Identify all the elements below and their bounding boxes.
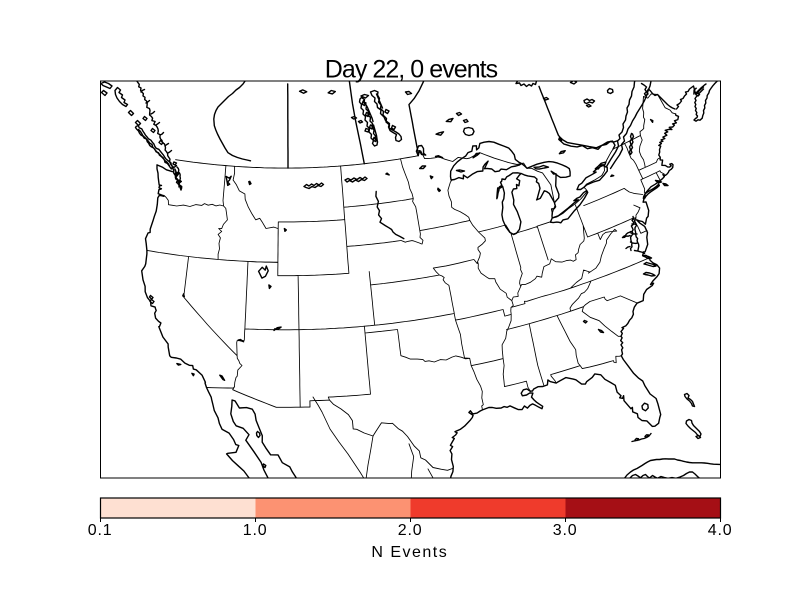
- svg-text:2.0: 2.0: [398, 522, 423, 539]
- svg-text:N Events: N Events: [371, 544, 448, 561]
- svg-text:1.0: 1.0: [243, 522, 268, 539]
- svg-text:Day 22, 0 events: Day 22, 0 events: [325, 56, 498, 84]
- svg-text:4.0: 4.0: [708, 522, 733, 539]
- svg-text:0.1: 0.1: [88, 522, 113, 539]
- svg-text:3.0: 3.0: [553, 522, 578, 539]
